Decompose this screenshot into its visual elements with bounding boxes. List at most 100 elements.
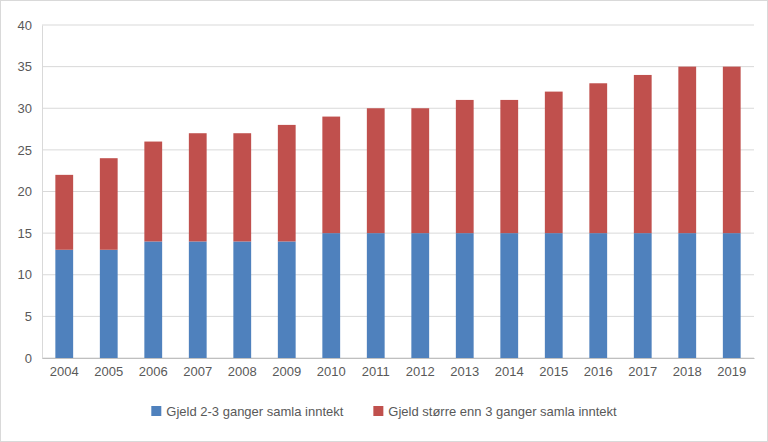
y-tick: 40 <box>18 18 42 33</box>
x-tick-label: 2005 <box>94 364 123 379</box>
x-tick: 2019 <box>717 358 746 379</box>
x-tick: 2009 <box>272 358 301 379</box>
bar <box>634 233 652 358</box>
x-tick-label: 2015 <box>539 364 568 379</box>
y-axis: 0 5 10 15 20 25 30 35 40 <box>18 18 43 366</box>
y-tick-label: 35 <box>18 59 32 74</box>
bar <box>189 133 207 241</box>
y-tick: 15 <box>18 226 42 241</box>
y-tick-label: 5 <box>25 309 32 324</box>
x-tick: 2014 <box>495 358 524 379</box>
y-tick-label: 30 <box>18 101 32 116</box>
y-tick: 10 <box>18 267 42 282</box>
chart: 0 5 10 15 20 25 30 35 40 2004 2005 2006 2007 2008 2009… <box>0 0 768 442</box>
x-tick: 2013 <box>450 358 479 379</box>
x-tick-label: 2008 <box>228 364 257 379</box>
grid-line <box>42 66 754 67</box>
x-tick: 2012 <box>406 358 435 379</box>
y-tick: 20 <box>18 184 42 199</box>
bar <box>233 133 251 241</box>
y-tick-label: 40 <box>18 18 32 33</box>
bar <box>100 250 118 358</box>
x-tick-label: 2013 <box>450 364 479 379</box>
x-tick-label: 2011 <box>362 364 390 379</box>
bar <box>100 158 118 250</box>
chart-frame <box>1 1 768 442</box>
grid <box>42 25 754 358</box>
legend: Gjeld 2-3 ganger samla inntekt Gjeld stør… <box>151 404 617 419</box>
x-tick-label: 2010 <box>317 364 346 379</box>
bar <box>322 117 340 234</box>
series-bars <box>55 67 740 250</box>
grid-line <box>42 25 754 26</box>
bar <box>144 241 162 358</box>
bar <box>678 67 696 234</box>
x-tick: 2004 <box>50 358 79 379</box>
x-tick-label: 2018 <box>673 364 702 379</box>
x-tick-label: 2017 <box>628 364 657 379</box>
bar <box>367 233 385 358</box>
bar <box>456 233 474 358</box>
y-tick-label: 0 <box>25 351 32 366</box>
bars <box>55 67 740 358</box>
bar <box>678 233 696 358</box>
x-tick-label: 2014 <box>495 364 524 379</box>
y-tick: 5 <box>25 309 42 324</box>
x-axis: 2004 2005 2006 2007 2008 2009 2010 2011 2012 2013… <box>43 358 755 379</box>
bar <box>55 175 73 250</box>
x-axis-line <box>43 358 755 359</box>
y-tick: 0 <box>25 351 42 366</box>
legend-label: Gjeld 2-3 ganger samla inntekt <box>166 404 343 419</box>
bar <box>322 233 340 358</box>
bar <box>545 233 563 358</box>
legend-swatch <box>151 406 161 416</box>
y-tick-label: 20 <box>18 184 32 199</box>
bar <box>589 233 607 358</box>
bar <box>456 100 474 233</box>
y-tick-label: 10 <box>18 267 32 282</box>
y-tick: 30 <box>18 101 42 116</box>
bar <box>189 241 207 358</box>
legend-label: Gjeld større enn 3 ganger samla inntekt <box>388 404 617 419</box>
series-bars <box>55 233 740 358</box>
bar <box>589 83 607 233</box>
bar <box>634 75 652 233</box>
bar <box>411 233 429 358</box>
bar <box>500 100 518 233</box>
bar <box>367 108 385 233</box>
legend-item: Gjeld 2-3 ganger samla inntekt <box>151 404 343 419</box>
x-tick-label: 2006 <box>139 364 168 379</box>
x-tick-label: 2004 <box>50 364 79 379</box>
y-axis-line <box>42 26 43 359</box>
x-tick-label: 2019 <box>717 364 746 379</box>
y-tick: 25 <box>18 143 42 158</box>
x-tick-label: 2012 <box>406 364 435 379</box>
x-tick: 2008 <box>228 358 257 379</box>
bar <box>144 142 162 242</box>
x-tick: 2016 <box>584 358 613 379</box>
bar <box>723 67 741 234</box>
x-tick: 2005 <box>94 358 123 379</box>
legend-swatch <box>373 406 383 416</box>
bar <box>278 125 296 242</box>
bar <box>55 250 73 358</box>
x-tick: 2017 <box>628 358 657 379</box>
x-tick: 2011 <box>362 358 390 379</box>
bar <box>411 108 429 233</box>
x-tick: 2018 <box>673 358 702 379</box>
x-tick-label: 2016 <box>584 364 613 379</box>
bar <box>723 233 741 358</box>
y-tick-label: 25 <box>18 143 32 158</box>
bar <box>500 233 518 358</box>
bar <box>233 241 251 358</box>
x-tick: 2015 <box>539 358 568 379</box>
x-tick-label: 2009 <box>272 364 301 379</box>
x-tick: 2007 <box>183 358 212 379</box>
bar <box>278 241 296 358</box>
legend-item: Gjeld større enn 3 ganger samla inntekt <box>373 404 617 419</box>
y-tick: 35 <box>18 59 42 74</box>
x-tick: 2010 <box>317 358 346 379</box>
x-tick-label: 2007 <box>183 364 212 379</box>
y-tick-label: 15 <box>18 226 32 241</box>
bar <box>545 92 563 234</box>
